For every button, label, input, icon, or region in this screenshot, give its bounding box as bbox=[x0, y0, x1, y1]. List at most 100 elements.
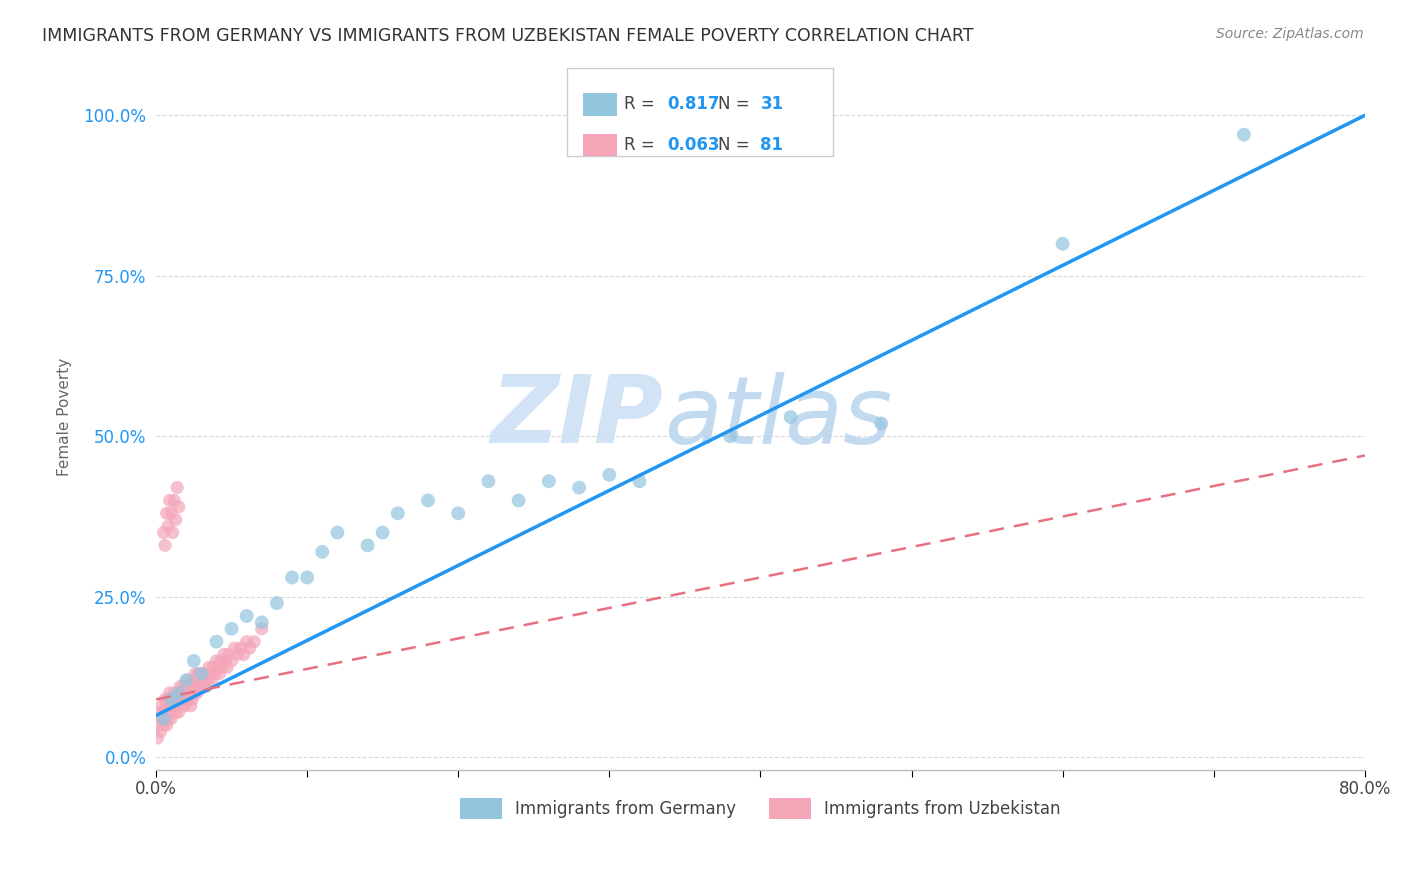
Point bbox=[870, 417, 893, 431]
Bar bbox=[582, 93, 617, 116]
Point bbox=[160, 692, 183, 706]
Point bbox=[235, 634, 257, 648]
Text: R =: R = bbox=[624, 95, 659, 113]
Point bbox=[183, 654, 205, 668]
Point bbox=[157, 692, 180, 706]
Point bbox=[215, 660, 238, 674]
Point bbox=[1052, 236, 1074, 251]
Point bbox=[165, 692, 187, 706]
Bar bbox=[582, 134, 617, 156]
Point bbox=[152, 712, 174, 726]
Point bbox=[250, 622, 273, 636]
Point bbox=[194, 680, 217, 694]
Point bbox=[159, 493, 181, 508]
Point bbox=[155, 718, 177, 732]
Point bbox=[243, 634, 266, 648]
Point bbox=[153, 538, 176, 552]
Point bbox=[173, 698, 195, 713]
Point bbox=[183, 686, 205, 700]
Point bbox=[221, 622, 243, 636]
Point bbox=[356, 538, 378, 552]
Point bbox=[211, 660, 233, 674]
Point bbox=[177, 686, 200, 700]
Point bbox=[174, 680, 197, 694]
Point bbox=[197, 673, 219, 688]
Point bbox=[172, 692, 194, 706]
Point bbox=[187, 666, 209, 681]
Point bbox=[207, 660, 229, 674]
Text: N =: N = bbox=[718, 136, 755, 154]
Text: 0.817: 0.817 bbox=[668, 95, 720, 113]
Point bbox=[718, 429, 741, 443]
Point bbox=[180, 686, 202, 700]
Point bbox=[159, 705, 181, 719]
Point bbox=[152, 705, 174, 719]
Point bbox=[170, 686, 193, 700]
Point bbox=[190, 680, 212, 694]
Point bbox=[152, 718, 174, 732]
Text: atlas: atlas bbox=[664, 372, 891, 463]
Text: 81: 81 bbox=[761, 136, 783, 154]
Point bbox=[160, 506, 183, 520]
Point bbox=[214, 654, 236, 668]
Point bbox=[186, 686, 208, 700]
Point bbox=[148, 718, 170, 732]
Point bbox=[224, 641, 246, 656]
Point bbox=[187, 680, 209, 694]
Point bbox=[155, 506, 177, 520]
Point bbox=[779, 410, 801, 425]
Point bbox=[150, 698, 173, 713]
Point bbox=[188, 673, 211, 688]
Point bbox=[174, 673, 197, 688]
Point bbox=[160, 698, 183, 713]
Point bbox=[477, 474, 499, 488]
Point bbox=[191, 673, 214, 688]
Point bbox=[508, 493, 530, 508]
Point bbox=[167, 705, 190, 719]
Text: 31: 31 bbox=[761, 95, 783, 113]
Point bbox=[235, 609, 257, 624]
Point bbox=[250, 615, 273, 630]
Point bbox=[163, 493, 186, 508]
Point bbox=[295, 570, 318, 584]
Point bbox=[193, 666, 215, 681]
Point bbox=[160, 712, 183, 726]
Point bbox=[232, 648, 254, 662]
Point bbox=[200, 666, 222, 681]
Point bbox=[173, 686, 195, 700]
Point bbox=[153, 692, 176, 706]
Point bbox=[387, 506, 409, 520]
Point bbox=[179, 692, 201, 706]
Point bbox=[204, 666, 226, 681]
Point bbox=[149, 705, 172, 719]
Point bbox=[201, 673, 224, 688]
Point bbox=[205, 654, 228, 668]
Point bbox=[167, 686, 190, 700]
Point bbox=[174, 692, 197, 706]
Point bbox=[190, 666, 212, 681]
Point bbox=[311, 545, 333, 559]
Point bbox=[166, 698, 188, 713]
Point bbox=[163, 698, 186, 713]
Point bbox=[628, 474, 651, 488]
Text: ZIP: ZIP bbox=[491, 371, 664, 463]
Point bbox=[166, 481, 188, 495]
Point bbox=[172, 680, 194, 694]
Text: N =: N = bbox=[718, 95, 755, 113]
Point bbox=[568, 481, 591, 495]
Point bbox=[162, 692, 184, 706]
Point bbox=[162, 705, 184, 719]
Point bbox=[281, 570, 304, 584]
Point bbox=[179, 680, 201, 694]
Point bbox=[165, 705, 187, 719]
Point bbox=[184, 680, 207, 694]
Point bbox=[150, 712, 173, 726]
Point bbox=[167, 686, 190, 700]
Point bbox=[326, 525, 349, 540]
Point bbox=[149, 724, 172, 739]
Point bbox=[153, 712, 176, 726]
Point bbox=[177, 673, 200, 688]
Point bbox=[181, 692, 204, 706]
Point bbox=[205, 634, 228, 648]
Point bbox=[229, 641, 252, 656]
